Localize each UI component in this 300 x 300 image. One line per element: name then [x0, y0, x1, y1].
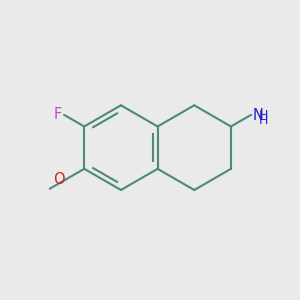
Text: F: F: [53, 107, 62, 122]
Text: H: H: [259, 110, 268, 122]
Text: O: O: [53, 172, 64, 187]
Text: N: N: [253, 108, 263, 123]
Text: H: H: [259, 114, 268, 127]
